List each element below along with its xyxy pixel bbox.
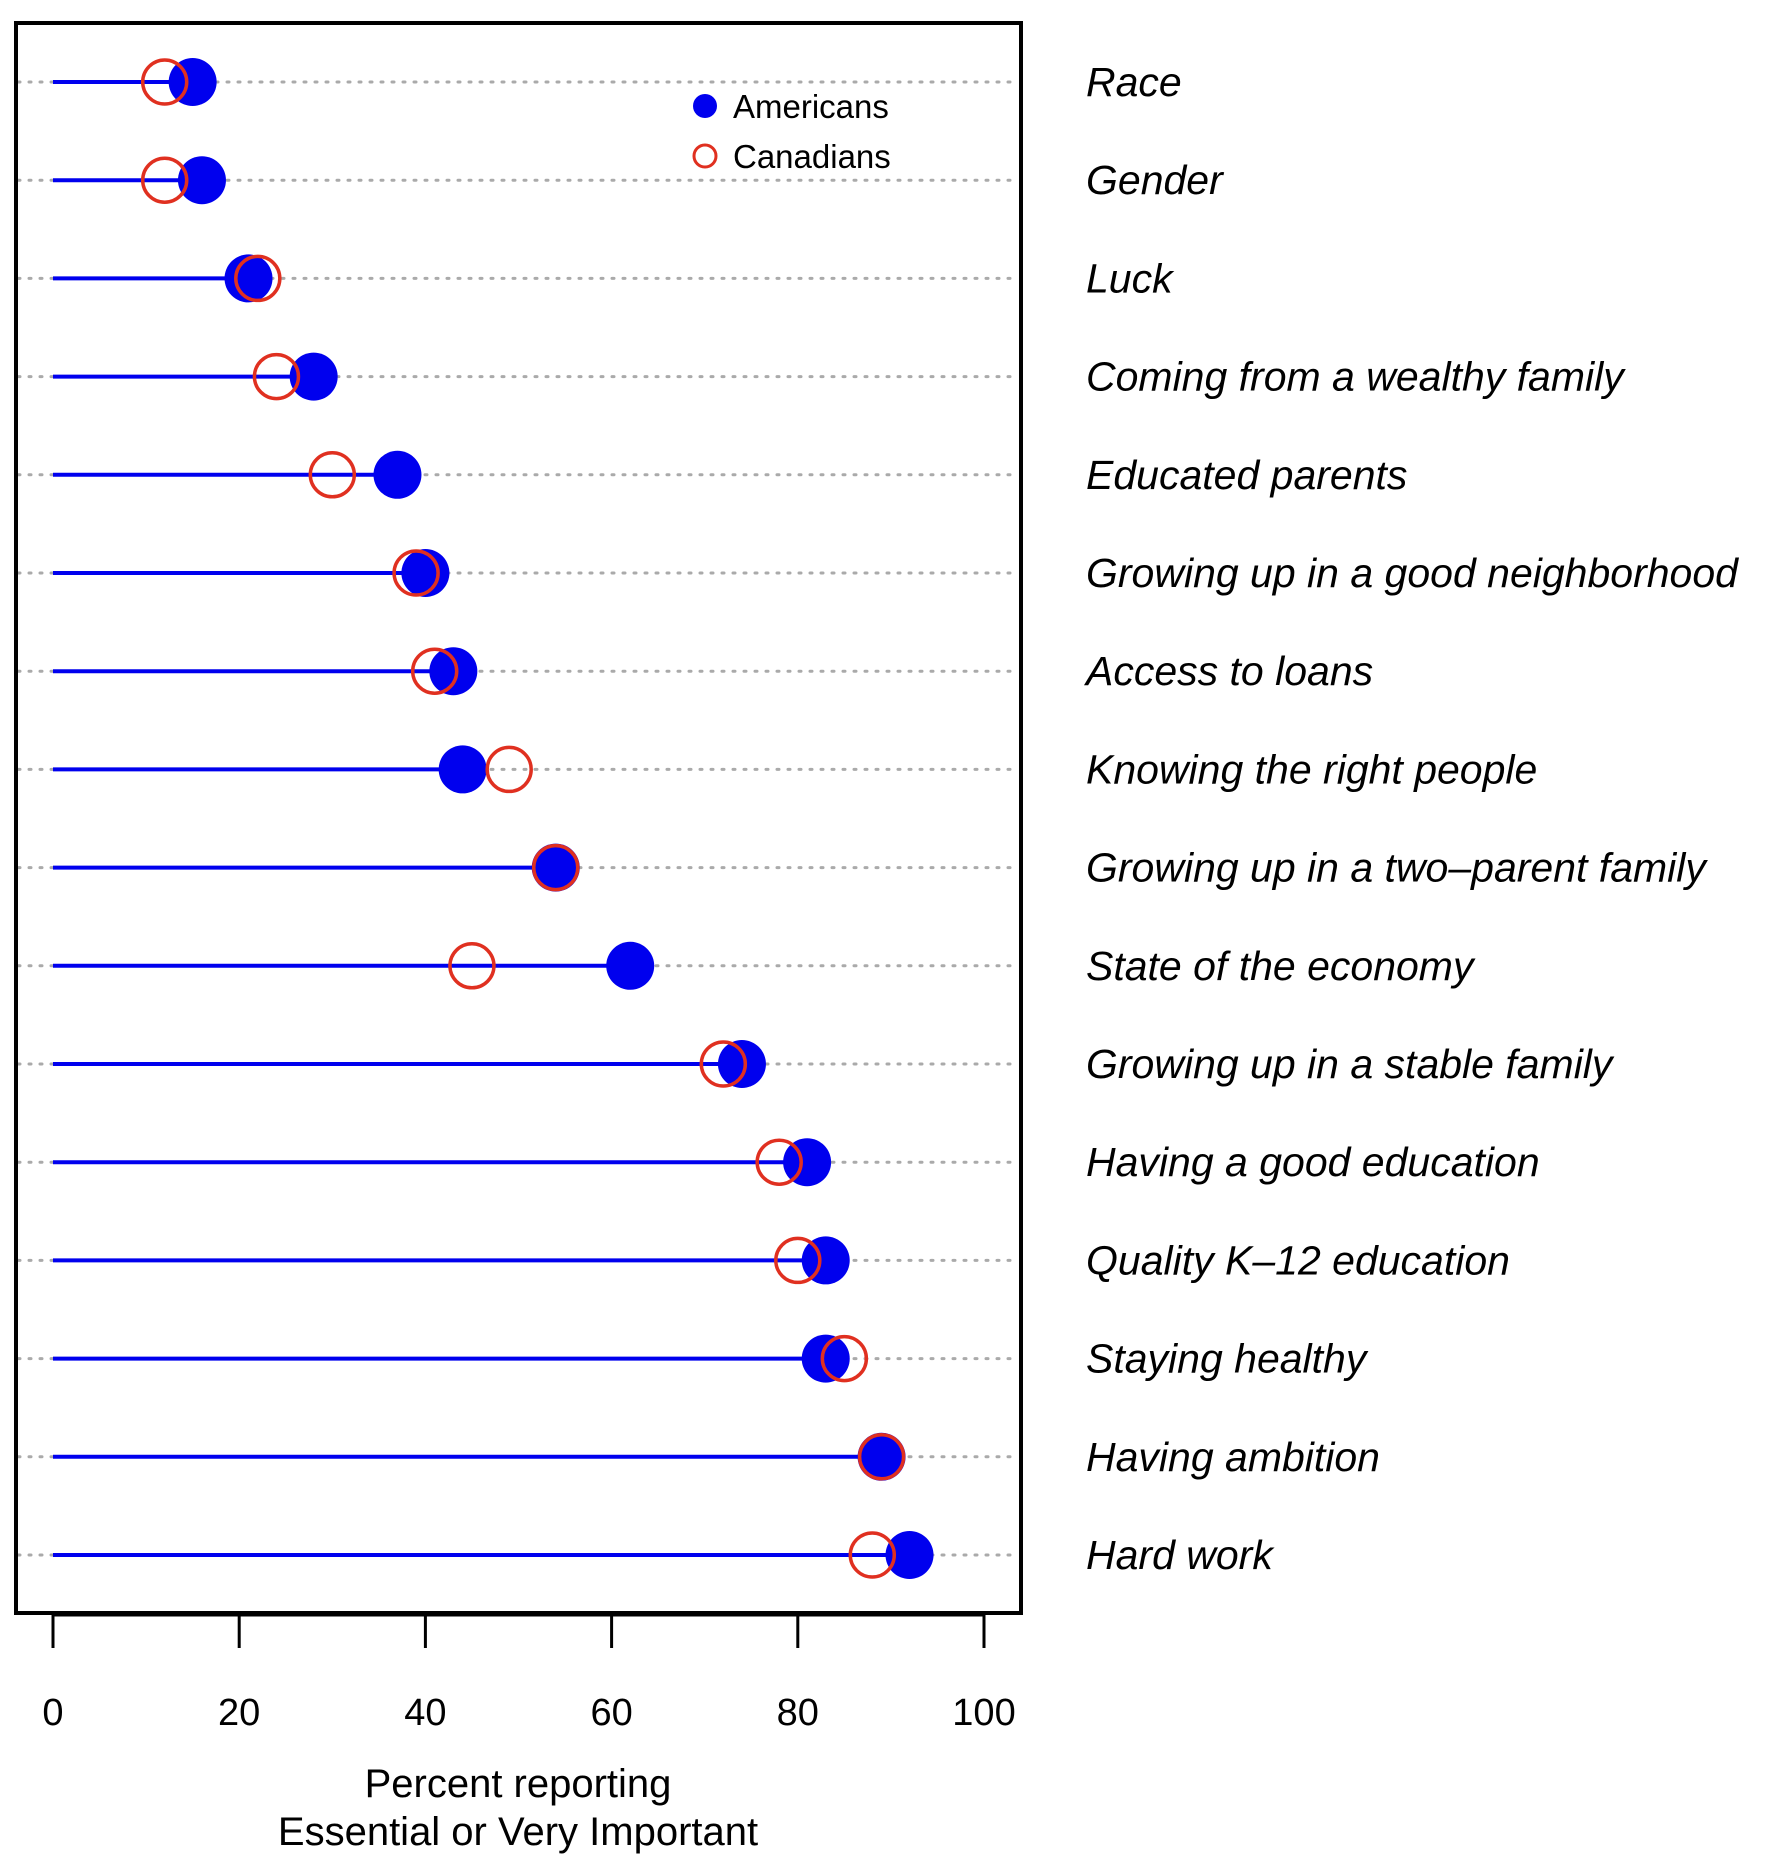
canadians-point [410,647,459,695]
americans-point [801,1236,850,1285]
x-tick-label: 100 [952,1692,1015,1734]
canadians-point [140,156,189,204]
legend-americans-label: Americans [733,88,889,125]
category-label: Growing up in a two–parent family [1086,845,1708,891]
category-label: Educated parents [1086,452,1407,498]
americans-point [289,352,338,401]
category-label: Coming from a wealthy family [1086,354,1626,400]
canadians-point [140,58,189,106]
americans-point [438,745,487,794]
x-tick-label: 20 [218,1692,260,1734]
americans-point [429,647,478,696]
canadians-point [699,1040,748,1088]
category-label: Growing up in a stable family [1086,1041,1615,1087]
x-tick-label: 60 [590,1692,632,1734]
canadians-point [820,1334,869,1383]
americans-point [373,450,422,499]
data-points [140,58,934,1579]
canadians-point [234,254,282,303]
category-label: Quality K–12 education [1086,1237,1510,1283]
canadians-point [857,1433,906,1481]
americans-point [606,941,655,990]
canadians-point [531,843,580,892]
category-label: Knowing the right people [1086,746,1537,792]
legend-canadians-marker [692,143,718,169]
category-label: Access to loans [1083,648,1373,694]
category-label: Gender [1086,157,1225,203]
americans-point [401,549,450,597]
americans-point [168,58,217,106]
x-axis: 0 20 40 60 80 100 [42,1613,1016,1734]
canadians-point [392,549,440,597]
category-label: Staying healthy [1086,1336,1369,1382]
category-label: Growing up in a good neighborhood [1086,550,1739,596]
gridlines [16,80,1021,1557]
x-axis-title-line1: Percent reporting [365,1762,672,1806]
americans-point [177,156,226,205]
canadians-point [252,352,301,401]
canadians-point [774,1236,822,1285]
x-tick-label: 40 [404,1692,446,1734]
category-label: Hard work [1086,1532,1275,1578]
x-tick-label: 80 [777,1692,819,1734]
americans-point [885,1531,934,1579]
americans-stems [53,80,910,1557]
americans-point [857,1432,906,1481]
x-axis-title-line2: Essential or Very Important [278,1810,758,1854]
americans-point [531,843,580,892]
canadians-point [848,1531,897,1579]
plot-frame [14,21,1023,1615]
category-labels: Race Gender Luck Coming from a wealthy fami… [1083,59,1739,1578]
x-tick-label: 0 [42,1692,63,1734]
canadians-point [485,745,533,794]
legend: Americans Canadians [692,88,891,175]
canadians-point [308,451,357,499]
canadians-point [755,1138,803,1186]
canadians-point [448,942,496,990]
category-label: Race [1086,59,1182,105]
category-label: Having a good education [1086,1139,1540,1185]
americans-point [783,1138,832,1187]
legend-canadians-label: Canadians [733,138,891,175]
category-label: Luck [1086,255,1175,301]
category-label: State of the economy [1086,943,1476,989]
legend-americans-marker [693,94,717,118]
americans-point [224,254,273,303]
americans-point [801,1334,850,1383]
category-label: Having ambition [1086,1434,1380,1480]
americans-point [717,1040,766,1088]
